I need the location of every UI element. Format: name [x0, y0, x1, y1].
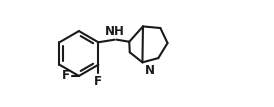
Text: F: F — [62, 69, 70, 82]
Text: N: N — [145, 64, 155, 77]
Text: F: F — [94, 75, 102, 88]
Text: NH: NH — [105, 25, 125, 38]
